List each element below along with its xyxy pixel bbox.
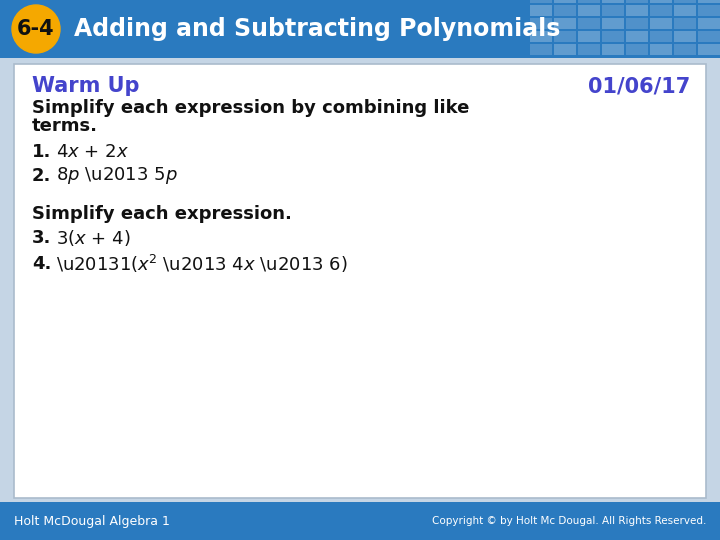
Bar — [602, 31, 624, 42]
Bar — [578, 31, 600, 42]
Text: Warm Up: Warm Up — [32, 76, 140, 96]
Bar — [602, 18, 624, 29]
Text: 3($x$ + 4): 3($x$ + 4) — [56, 228, 130, 248]
Text: Adding and Subtracting Polynomials: Adding and Subtracting Polynomials — [74, 17, 560, 41]
Text: 8$p$ \u2013 5$p$: 8$p$ \u2013 5$p$ — [56, 165, 178, 186]
Text: 4.: 4. — [32, 255, 51, 273]
Bar — [626, 18, 648, 29]
Text: 4$x$ + 2$x$: 4$x$ + 2$x$ — [56, 143, 129, 161]
Bar — [0, 502, 720, 540]
Text: 3.: 3. — [32, 229, 51, 247]
Bar — [0, 0, 720, 58]
Bar — [578, 18, 600, 29]
Bar — [626, 31, 648, 42]
Bar — [650, 5, 672, 16]
Bar — [698, 0, 720, 3]
Bar — [602, 44, 624, 55]
Bar — [674, 44, 696, 55]
Bar — [578, 5, 600, 16]
Bar — [530, 0, 552, 3]
Bar — [530, 5, 552, 16]
Bar — [650, 0, 672, 3]
Bar — [602, 5, 624, 16]
Bar — [578, 0, 600, 3]
Bar — [530, 44, 552, 55]
Bar — [698, 44, 720, 55]
Bar — [554, 18, 576, 29]
Circle shape — [12, 5, 60, 53]
Bar — [626, 44, 648, 55]
Text: Simplify each expression.: Simplify each expression. — [32, 205, 292, 223]
Bar — [698, 18, 720, 29]
Bar — [554, 31, 576, 42]
Bar — [554, 5, 576, 16]
Text: 6-4: 6-4 — [17, 19, 55, 39]
Text: 01/06/17: 01/06/17 — [588, 76, 690, 96]
Bar — [626, 5, 648, 16]
Text: 1.: 1. — [32, 143, 51, 161]
Bar — [650, 31, 672, 42]
Bar — [578, 44, 600, 55]
Bar — [698, 31, 720, 42]
Text: 2.: 2. — [32, 167, 51, 185]
Bar — [554, 44, 576, 55]
Bar — [650, 44, 672, 55]
Text: \u20131($x$$^2$ \u2013 4$x$ \u2013 6): \u20131($x$$^2$ \u2013 4$x$ \u2013 6) — [56, 253, 348, 275]
Bar — [530, 31, 552, 42]
Bar — [554, 0, 576, 3]
Bar — [530, 18, 552, 29]
Bar — [674, 31, 696, 42]
Bar — [674, 5, 696, 16]
Bar — [674, 18, 696, 29]
Bar — [602, 0, 624, 3]
Bar — [626, 0, 648, 3]
Text: terms.: terms. — [32, 117, 98, 135]
Text: Simplify each expression by combining like: Simplify each expression by combining li… — [32, 99, 469, 117]
Bar — [650, 18, 672, 29]
Text: Copyright © by Holt Mc Dougal. All Rights Reserved.: Copyright © by Holt Mc Dougal. All Right… — [431, 516, 706, 526]
Bar — [698, 5, 720, 16]
Bar — [14, 64, 706, 498]
Bar — [674, 0, 696, 3]
Text: Holt McDougal Algebra 1: Holt McDougal Algebra 1 — [14, 515, 170, 528]
